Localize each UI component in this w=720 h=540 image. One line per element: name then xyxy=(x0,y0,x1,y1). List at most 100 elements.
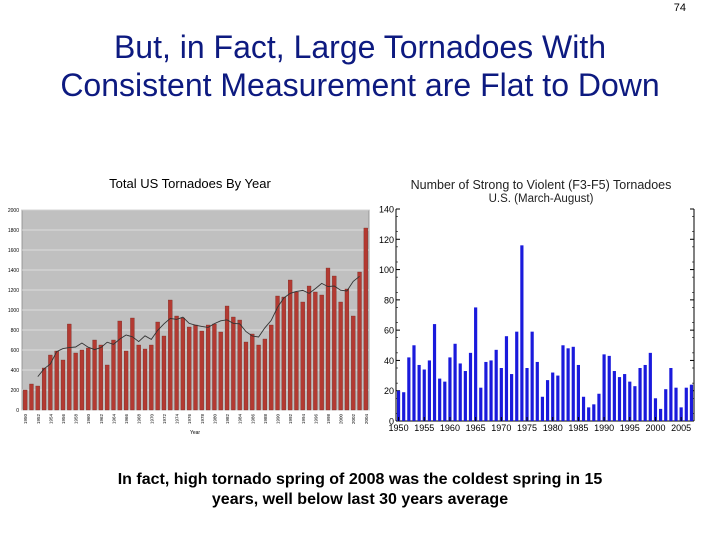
left-chart-title: Total US Tornadoes By Year xyxy=(109,176,271,191)
left-bar xyxy=(105,364,110,411)
right-bar xyxy=(427,360,431,421)
left-bar xyxy=(224,305,230,411)
right-bar xyxy=(561,345,565,421)
left-x-tick-label: 1974 xyxy=(175,414,180,425)
right-bar xyxy=(659,408,663,421)
left-x-tick-label: 1954 xyxy=(48,414,53,425)
right-bar xyxy=(684,387,688,421)
right-bar xyxy=(443,381,447,421)
right-bar xyxy=(643,364,647,421)
slide-title: But, in Fact, Large Tornadoes With Consi… xyxy=(0,28,720,104)
left-bar xyxy=(288,279,293,411)
right-bar xyxy=(417,364,421,421)
right-bar xyxy=(551,372,555,421)
right-bar xyxy=(592,404,596,421)
left-y-tick-label: 0 xyxy=(16,408,19,414)
caption-line-1: In fact, high tornado spring of 2008 was… xyxy=(117,471,603,488)
right-bar xyxy=(515,331,519,421)
left-bar xyxy=(313,291,318,411)
right-chart-subtitle: U.S. (March-August) xyxy=(489,193,594,205)
right-x-tick-label: 1960 xyxy=(440,423,460,433)
left-bar xyxy=(218,331,223,411)
right-bar xyxy=(463,371,467,421)
left-bar xyxy=(136,344,141,411)
right-bar xyxy=(412,345,416,421)
right-bar xyxy=(458,363,462,421)
left-bar xyxy=(262,338,268,411)
left-bar xyxy=(269,324,274,411)
left-x-tick-label: 1996 xyxy=(313,414,318,425)
left-x-tick-label: 1958 xyxy=(74,414,79,425)
left-bar xyxy=(231,316,236,411)
right-x-tick-label: 1970 xyxy=(491,423,511,433)
left-bar xyxy=(123,350,129,411)
right-bar xyxy=(669,368,673,421)
left-bar xyxy=(199,330,204,411)
left-bar xyxy=(332,275,337,411)
left-x-tick-label: 1994 xyxy=(301,414,306,425)
right-bar xyxy=(571,346,575,421)
left-y-tick-label: 1200 xyxy=(8,288,19,294)
right-bar xyxy=(581,396,586,421)
left-bar xyxy=(300,301,305,411)
right-x-tick-label: 1975 xyxy=(517,423,537,433)
right-chart-title: Number of Strong to Violent (F3-F5) Torn… xyxy=(411,178,672,192)
right-x-tick-label: 1980 xyxy=(543,423,563,433)
left-bar xyxy=(41,367,47,411)
left-bar xyxy=(161,335,167,411)
right-y-tick-label: 40 xyxy=(384,356,394,366)
left-x-tick-label: 1956 xyxy=(61,414,66,425)
left-bar xyxy=(174,315,179,411)
left-bar xyxy=(180,317,185,411)
left-x-tick-label: 1976 xyxy=(187,414,192,425)
left-bar xyxy=(237,319,242,411)
left-bar xyxy=(294,291,299,411)
right-bar xyxy=(566,348,570,421)
left-bar xyxy=(187,326,192,411)
right-bar xyxy=(535,361,539,421)
right-bar xyxy=(612,371,616,421)
left-x-tick-label: 2002 xyxy=(351,414,356,425)
right-bar xyxy=(664,389,668,421)
left-x-tick-label: 1962 xyxy=(99,414,104,425)
left-x-tick-label: 1950 xyxy=(23,414,28,425)
right-bar xyxy=(510,374,514,421)
left-x-tick-label: 1988 xyxy=(263,414,268,425)
left-bar xyxy=(23,389,28,411)
strong-tornadoes-chart: Number of Strong to Violent (F3-F5) Torn… xyxy=(379,178,695,433)
left-bar xyxy=(275,295,280,411)
left-bar xyxy=(92,339,97,411)
left-x-tick-label: 1960 xyxy=(86,414,91,425)
left-x-tick-label: 1992 xyxy=(288,414,293,425)
left-bar xyxy=(168,299,173,411)
left-bar xyxy=(344,288,350,411)
right-bar xyxy=(479,387,483,421)
left-bar xyxy=(306,285,312,411)
right-bar xyxy=(545,380,550,421)
right-x-tick-label: 1995 xyxy=(620,423,640,433)
right-bar xyxy=(648,352,652,421)
left-x-tick-label: 1990 xyxy=(276,414,281,425)
left-x-tick-label: 1952 xyxy=(36,414,41,425)
left-x-tick-label: 2004 xyxy=(364,414,369,425)
left-y-tick-label: 1000 xyxy=(8,308,19,314)
left-x-tick-label: 1964 xyxy=(111,414,116,425)
left-bar xyxy=(79,349,85,411)
left-bar xyxy=(73,352,78,411)
left-trend-line xyxy=(37,275,360,377)
right-bar xyxy=(432,324,437,421)
left-y-tick-label: 1400 xyxy=(8,268,19,274)
left-bar xyxy=(212,323,217,411)
left-x-tick-label: 1980 xyxy=(212,414,217,425)
total-tornadoes-chart: Total US Tornadoes By Year 0 200 400 600 800 1… xyxy=(8,176,370,436)
left-y-tick-label: 2000 xyxy=(8,208,19,214)
left-x-tick-label: 1972 xyxy=(162,414,167,425)
right-bar xyxy=(453,343,457,421)
left-x-tick-label: 1968 xyxy=(137,414,142,425)
right-bar xyxy=(607,355,611,421)
left-bar xyxy=(60,359,66,411)
right-bar xyxy=(602,354,606,421)
right-x-tick-label: 1950 xyxy=(389,423,409,433)
right-bar xyxy=(520,245,524,421)
right-bar xyxy=(679,407,683,421)
